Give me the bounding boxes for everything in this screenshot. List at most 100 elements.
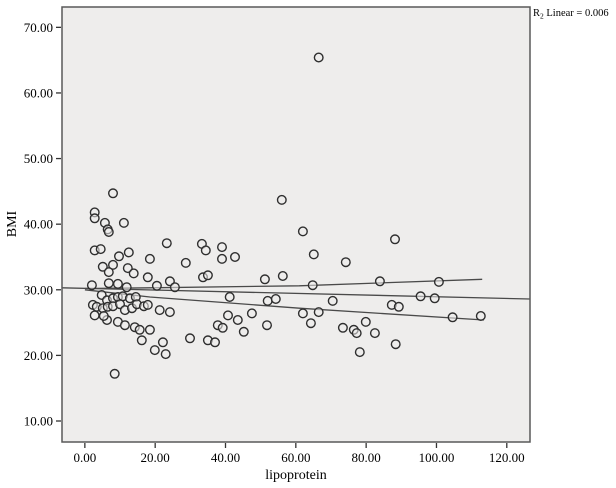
data-point: [180, 257, 191, 268]
y-tick-label: 50.00: [24, 151, 53, 166]
data-point: [164, 307, 175, 318]
x-tick-label: 60.00: [281, 450, 310, 465]
data-point: [112, 278, 123, 289]
data-point: [144, 253, 155, 264]
data-point: [89, 310, 100, 321]
data-point: [390, 234, 401, 245]
data-point: [307, 280, 318, 291]
data-point: [360, 316, 371, 327]
data-point: [98, 311, 109, 322]
data-point: [270, 294, 281, 305]
plot-area: [62, 7, 530, 442]
data-point: [134, 324, 145, 335]
data-point: [118, 217, 129, 228]
data-point: [202, 270, 213, 281]
r2-annotation-suffix: Linear = 0.006: [544, 8, 609, 19]
y-axis-ticks: 10.00 20.00 30.00 40.00 50.00 60.00 70.00: [24, 20, 61, 429]
data-point: [113, 251, 124, 262]
data-point: [277, 271, 288, 282]
data-point: [297, 308, 308, 319]
data-point: [121, 282, 132, 293]
x-axis-title: lipoprotein: [265, 468, 326, 483]
data-point: [169, 282, 180, 293]
data-point: [142, 272, 153, 283]
data-point: [222, 310, 233, 321]
data-point: [369, 328, 380, 339]
data-point: [229, 251, 240, 262]
x-axis-ticks: 0.00 20.00 40.00 60.00 80.00 100.00 120.00: [73, 443, 525, 465]
plot-frame: [61, 6, 531, 443]
data-point: [123, 247, 134, 258]
data-point: [340, 257, 351, 268]
data-point: [160, 349, 171, 360]
data-point: [136, 335, 147, 346]
data-point: [95, 244, 106, 255]
data-point: [238, 326, 249, 337]
data-point: [433, 276, 444, 287]
y-tick-label: 70.00: [24, 20, 53, 35]
data-point: [109, 368, 120, 379]
r2-annotation: R2 Linear = 0.006: [533, 8, 609, 21]
data-point: [262, 320, 273, 331]
data-point: [144, 324, 155, 335]
data-point: [374, 276, 385, 287]
data-point: [313, 52, 324, 63]
data-point: [103, 267, 114, 278]
data-point: [259, 274, 270, 285]
data-point: [305, 318, 316, 329]
regression-fit-line: [61, 287, 531, 300]
x-tick-label: 80.00: [352, 450, 381, 465]
data-point: [337, 322, 348, 333]
data-point: [200, 245, 211, 256]
y-tick-label: 10.00: [24, 414, 53, 429]
data-point: [327, 295, 338, 306]
data-point: [217, 322, 228, 333]
y-tick-label: 60.00: [24, 85, 53, 100]
data-point: [154, 305, 165, 316]
x-tick-label: 120.00: [489, 450, 525, 465]
data-point: [149, 345, 160, 356]
data-point: [107, 259, 118, 270]
y-tick-label: 40.00: [24, 217, 53, 232]
x-tick-label: 20.00: [141, 450, 170, 465]
x-tick-label: 40.00: [211, 450, 240, 465]
data-point: [276, 194, 287, 205]
data-point: [313, 307, 324, 318]
y-axis-title: BMI: [5, 210, 20, 237]
data-point: [216, 242, 227, 253]
x-tick-label: 0.00: [73, 450, 96, 465]
data-point: [119, 320, 130, 331]
data-point: [351, 328, 362, 339]
data-point: [128, 268, 139, 279]
data-point: [107, 188, 118, 199]
data-point: [262, 295, 273, 306]
r2-annotation-subscript: 2: [540, 12, 544, 21]
data-point: [429, 293, 440, 304]
data-point: [103, 226, 114, 237]
y-tick-label: 30.00: [24, 282, 53, 297]
data-point: [151, 280, 162, 291]
y-tick-label: 20.00: [24, 348, 53, 363]
data-point: [415, 291, 426, 302]
data-point: [103, 278, 114, 289]
data-point: [447, 312, 458, 323]
data-point: [393, 301, 404, 312]
data-point: [475, 311, 486, 322]
data-point: [86, 280, 97, 291]
data-point: [224, 292, 235, 303]
data-point: [308, 249, 319, 260]
scatter-points-group: [86, 52, 486, 379]
data-point: [297, 226, 308, 237]
x-tick-label: 100.00: [419, 450, 455, 465]
data-point: [354, 347, 365, 358]
data-point: [157, 337, 168, 348]
data-point: [161, 238, 172, 249]
data-point: [184, 333, 195, 344]
data-point: [142, 299, 153, 310]
data-point: [209, 337, 220, 348]
data-point: [232, 315, 243, 326]
data-point: [89, 213, 100, 224]
data-point: [246, 308, 257, 319]
